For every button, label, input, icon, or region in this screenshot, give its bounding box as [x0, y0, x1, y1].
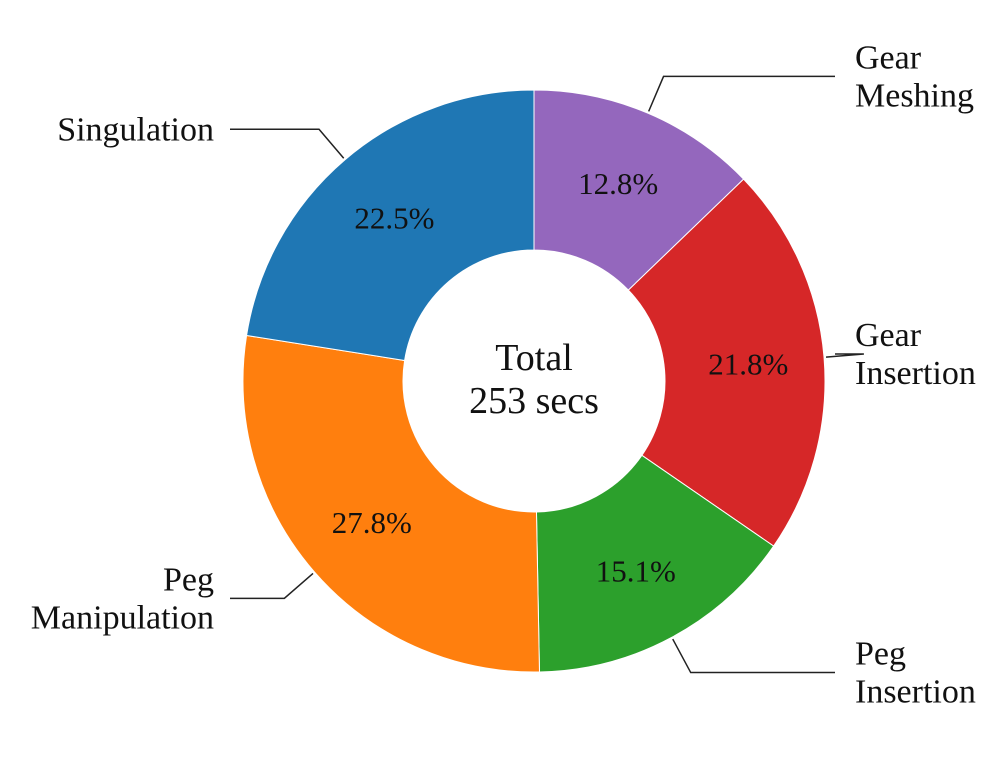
- slice-2: [535, 454, 775, 673]
- slice-3: [242, 334, 540, 673]
- slice-0: [533, 89, 745, 291]
- category-label-2-0: Peg: [855, 636, 906, 673]
- leader-line-4: [230, 128, 345, 159]
- leader-line-0: [647, 75, 835, 112]
- category-label-0-1: Meshing: [855, 77, 974, 114]
- center-total: 253 secs: [469, 380, 599, 422]
- slice-1: [627, 178, 826, 547]
- leader-line-2: [672, 638, 835, 674]
- center-label: Total: [495, 337, 573, 379]
- chart-leader-lines: [230, 75, 864, 674]
- category-label-4-0: Singulation: [57, 111, 214, 148]
- category-label-3-1: Manipulation: [31, 599, 214, 636]
- category-label-1-0: Gear: [855, 317, 922, 354]
- category-label-2-1: Insertion: [855, 674, 976, 711]
- category-label-3-0: Peg: [163, 561, 214, 598]
- chart-slices: [242, 89, 826, 673]
- value-label-2: 15.1%: [596, 553, 676, 588]
- value-label-0: 12.8%: [578, 166, 658, 201]
- chart-labels: 12.8%GearMeshing21.8%GearInsertion15.1%P…: [31, 39, 976, 710]
- value-label-1: 21.8%: [708, 346, 788, 381]
- value-label-4: 22.5%: [354, 201, 434, 236]
- value-label-3: 27.8%: [332, 505, 412, 540]
- leader-line-3: [230, 572, 314, 600]
- slice-4: [246, 89, 535, 362]
- leader-line-1: [825, 353, 864, 358]
- category-label-0-0: Gear: [855, 39, 922, 76]
- category-label-1-1: Insertion: [855, 355, 976, 392]
